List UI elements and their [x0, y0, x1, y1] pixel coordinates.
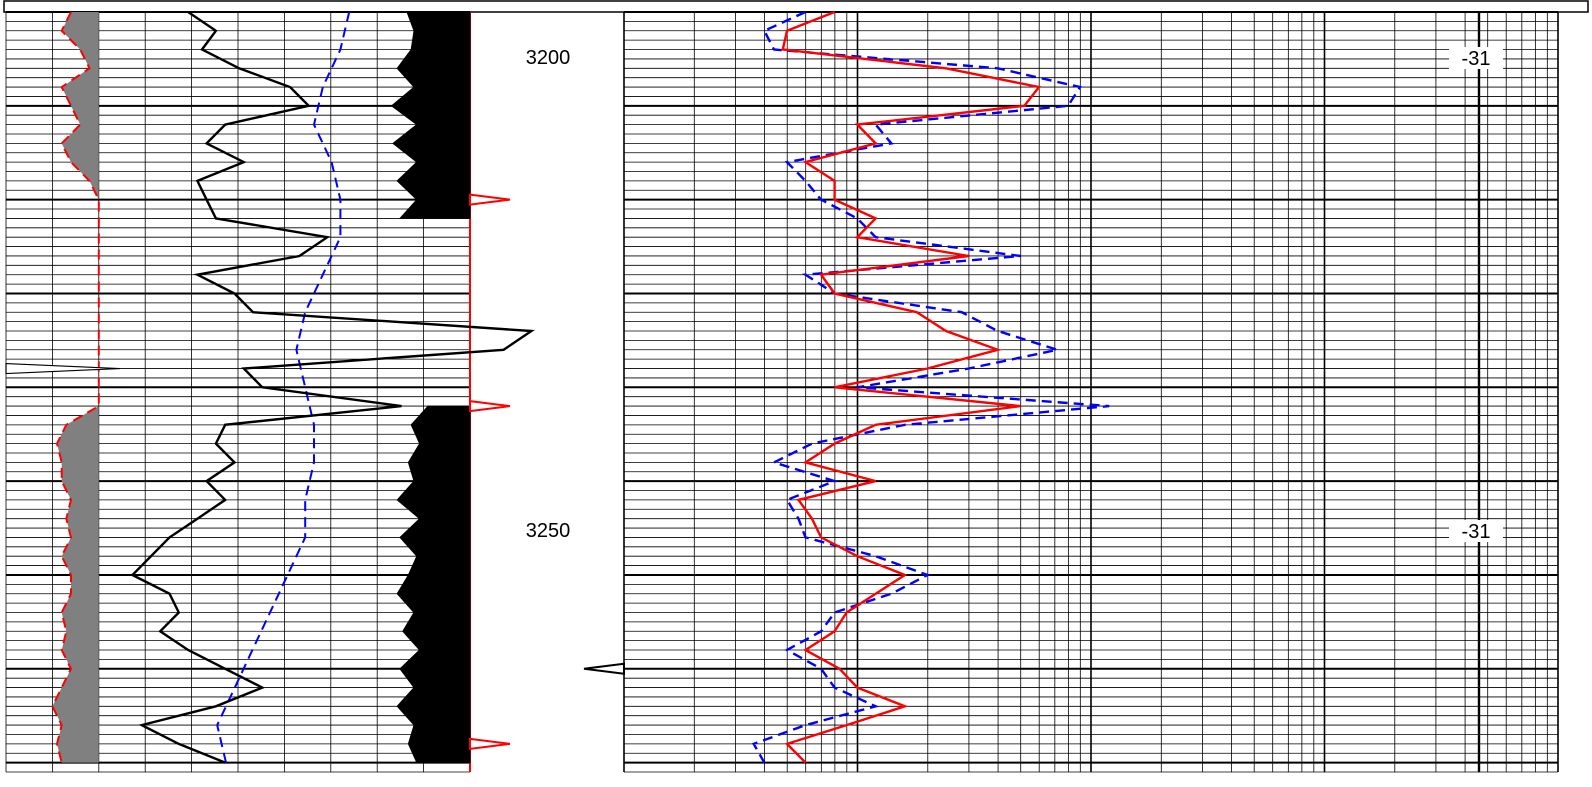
gamma-ray-curve: [130, 11, 535, 764]
grid-lines: [3, 0, 1589, 773]
header-frame: [3, 0, 1589, 13]
temperature-label-1: -31: [1462, 48, 1491, 70]
density-fill-upper: [390, 11, 471, 219]
temperature-labels: -31 -31: [1449, 47, 1503, 543]
depth-marker: [469, 193, 511, 206]
depth-label-3250: 3250: [526, 520, 571, 542]
temperature-label-2: -31: [1462, 521, 1491, 543]
depth-marker: [469, 737, 511, 750]
sp-shading: [52, 12, 99, 763]
depth-labels: 3200 3250: [526, 47, 571, 542]
deep-resistivity-curve: [781, 10, 1042, 764]
depth-label-3200: 3200: [526, 47, 571, 69]
shallow-resistivity-curve: [751, 10, 1110, 764]
log-curves: [5, 10, 1110, 764]
sp-curve: [51, 11, 100, 763]
depth-marker: [469, 399, 511, 413]
depth-marker: [5, 362, 121, 375]
neutron-curve: [216, 11, 351, 763]
depth-marker: [583, 662, 625, 675]
density-fill-lower: [396, 405, 471, 764]
